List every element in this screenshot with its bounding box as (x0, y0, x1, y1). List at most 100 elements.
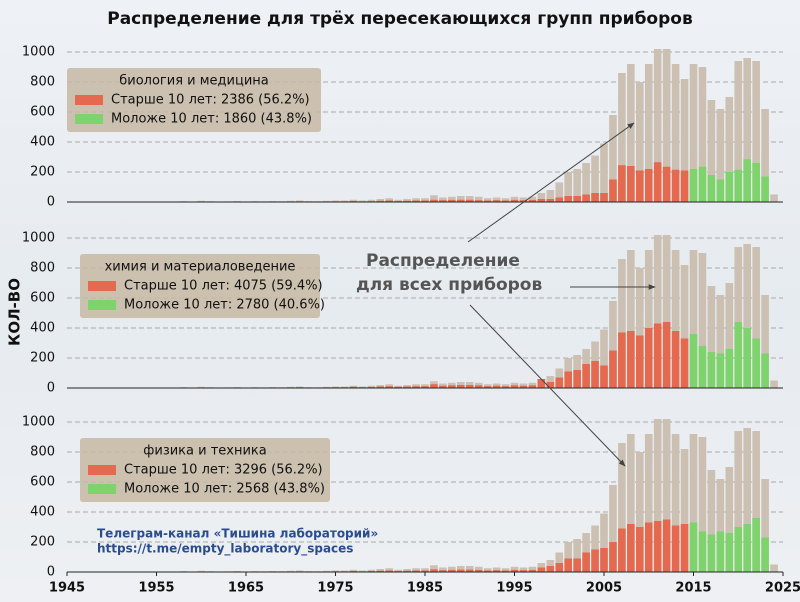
annotation-text: Распределение (366, 251, 520, 271)
bar (537, 199, 546, 202)
legend-box (67, 68, 321, 132)
legend-label: Моложе 10 лет: 2568 (43.8%) (124, 482, 325, 497)
legend-swatch (88, 484, 116, 494)
bar (743, 58, 752, 202)
bar (403, 199, 411, 202)
bar (752, 61, 760, 202)
bar (618, 165, 626, 202)
bar (761, 479, 769, 572)
bar (465, 196, 474, 202)
bar (635, 527, 644, 572)
bar (734, 61, 743, 202)
bar (716, 531, 725, 572)
bar (573, 370, 581, 388)
y-tick-label: 800 (30, 261, 55, 276)
bar (752, 247, 760, 388)
bar (483, 386, 492, 388)
bar (671, 331, 680, 388)
bar (501, 198, 510, 202)
bar (483, 570, 492, 572)
bar (492, 197, 501, 202)
bar (412, 568, 420, 572)
bar (430, 384, 438, 388)
bar (662, 419, 671, 572)
y-tick-label: 800 (30, 445, 55, 460)
bar (519, 567, 528, 572)
bar (448, 196, 456, 202)
bar (618, 332, 626, 388)
bar (752, 163, 760, 202)
bar (483, 200, 492, 202)
bar (546, 190, 555, 202)
bar (609, 350, 617, 388)
bar (501, 568, 510, 572)
bar (358, 200, 367, 202)
y-tick-label: 200 (30, 351, 55, 366)
legend-label: Старше 10 лет: 4075 (59.4%) (124, 279, 323, 294)
y-tick-label: 600 (30, 105, 55, 120)
legend-title: биология и медицина (119, 74, 269, 89)
bar (331, 570, 340, 572)
bar (600, 513, 608, 572)
legend-title: химия и материаловедение (105, 260, 296, 275)
bar (671, 169, 680, 202)
bar (770, 380, 778, 388)
bar (555, 197, 564, 202)
bar (439, 200, 447, 202)
bar (483, 568, 492, 572)
bar (286, 570, 295, 572)
bar (349, 569, 358, 572)
legend-label: Старше 10 лет: 3296 (56.2%) (124, 463, 323, 478)
bar (465, 385, 474, 388)
bar (537, 379, 546, 388)
bar (591, 155, 599, 202)
bar (698, 253, 707, 388)
bar (761, 353, 769, 388)
y-tick-label: 0 (47, 195, 55, 210)
subplot: 0 200 400 600 800 1000 биология и медицина Стар… (22, 45, 783, 210)
bar (501, 386, 510, 388)
bar (448, 569, 456, 572)
bar (627, 434, 635, 572)
bar (385, 386, 394, 388)
bar (331, 200, 340, 202)
bar (573, 169, 581, 202)
bar (716, 479, 725, 572)
bar (627, 331, 635, 388)
bar (412, 570, 420, 572)
bar (528, 385, 537, 388)
bar (385, 568, 394, 572)
bar (385, 384, 394, 388)
bar (430, 565, 438, 572)
bar (474, 385, 483, 388)
bar (385, 198, 394, 202)
bar (528, 199, 537, 202)
bar (644, 522, 653, 572)
bar (582, 364, 590, 388)
bar (376, 570, 385, 572)
bar (609, 485, 617, 572)
legend-box (80, 254, 320, 318)
bar (483, 384, 492, 388)
bar (644, 434, 653, 572)
bar (412, 386, 420, 388)
bar (635, 170, 644, 202)
bar (591, 361, 599, 388)
bar (465, 199, 474, 202)
bar (439, 567, 447, 572)
bar (492, 385, 501, 388)
bar (680, 170, 689, 202)
bar (197, 386, 206, 388)
bar (564, 371, 573, 388)
bar (698, 531, 707, 572)
bar (376, 569, 385, 572)
x-tick-label: 1975 (317, 581, 353, 596)
bar (743, 524, 752, 572)
bar (456, 566, 465, 572)
bar (671, 525, 680, 572)
bar (689, 334, 698, 388)
bar (600, 329, 608, 388)
y-tick-label: 1000 (22, 415, 55, 430)
bar (707, 100, 716, 202)
